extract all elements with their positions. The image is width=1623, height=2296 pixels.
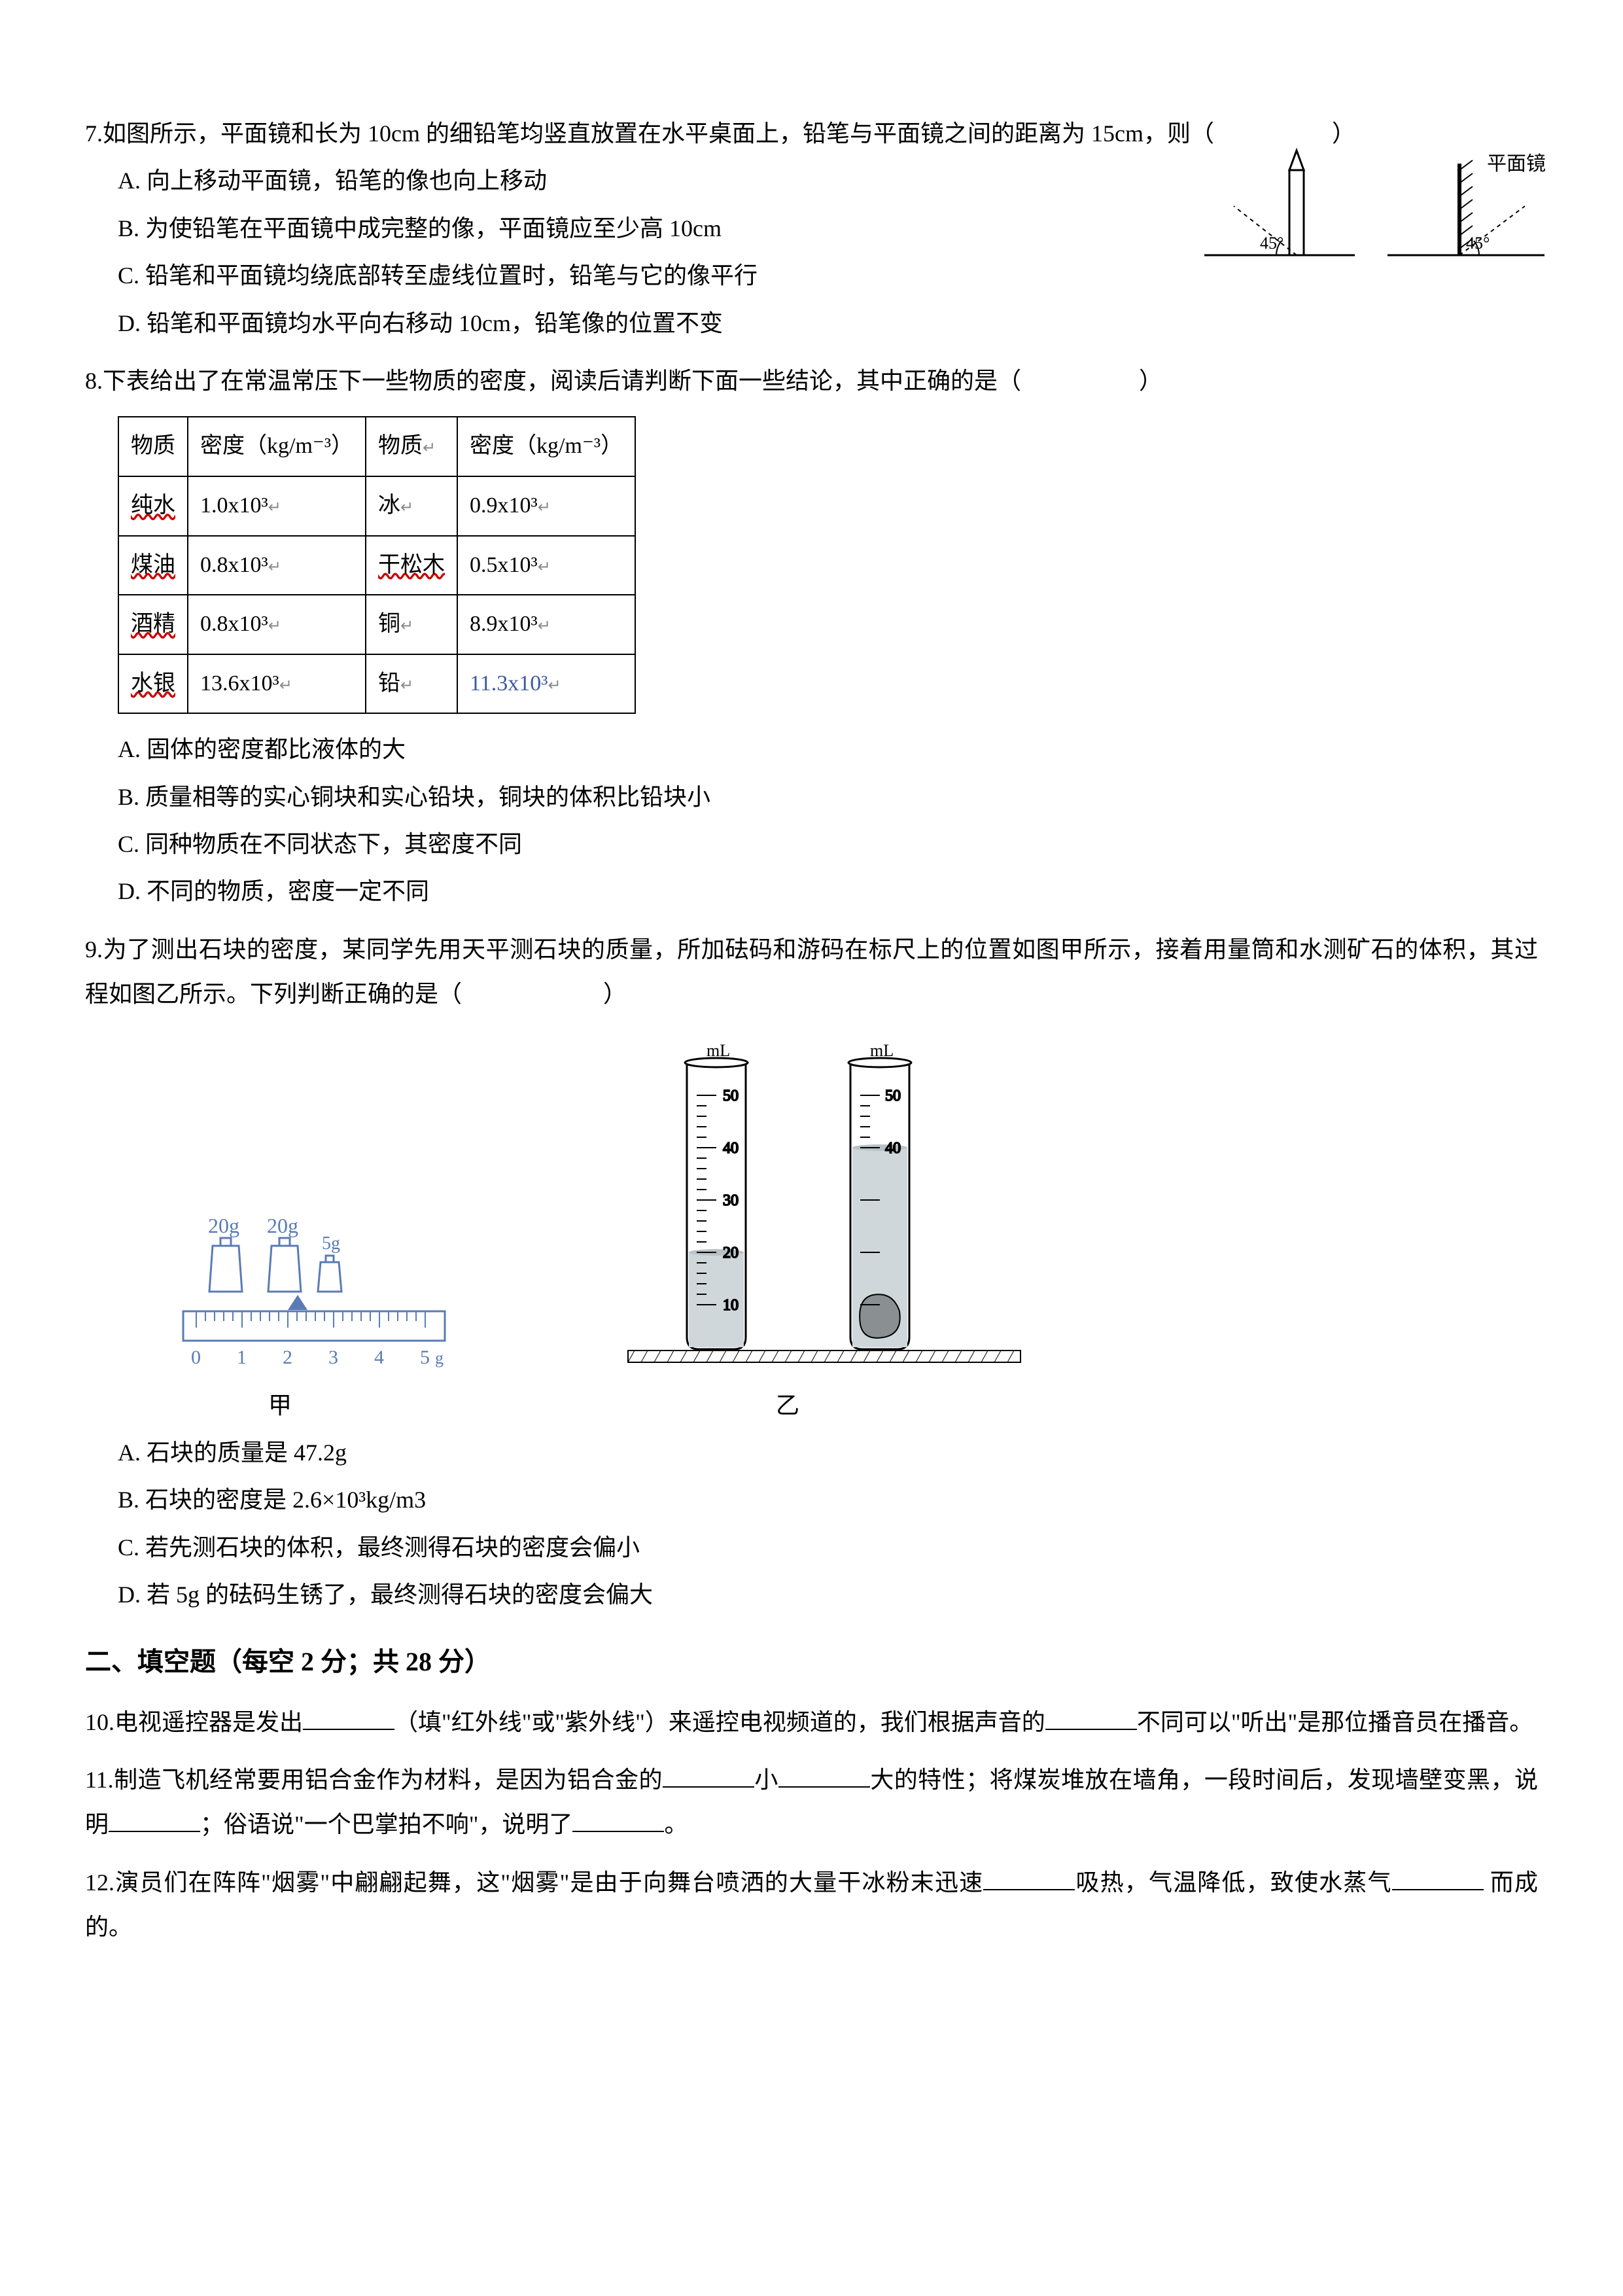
q9-stem: 9.为了测出石块的密度，某同学先用天平测石块的质量，所加砝码和游码在标尺上的位置… [85,927,1538,1017]
blank [1392,1864,1484,1890]
q8-opt-a: A. 固体的密度都比液体的大 [118,727,1538,771]
svg-text:5g: 5g [322,1233,340,1254]
q8-opt-b: B. 质量相等的实心铜块和实心铅块，铜块的体积比铅块小 [118,775,1538,819]
q10-p1: 电视遥控器是发出 [114,1709,303,1735]
question-11: 11.制造飞机经常要用铝合金作为材料，是因为铝合金的小大的特性；将煤炭堆放在墙角… [85,1757,1538,1847]
density-table: 物质 密度（kg/m⁻³） 物质↵ 密度（kg/m⁻³） 纯水 1.0x10³↵… [118,416,636,714]
question-8: 8.下表给出了在常温常压下一些物质的密度，阅读后请判断下面一些结论，其中正确的是… [85,359,1538,914]
q10-p2: （填"红外线"或"紫外线"）来遥控电视频道的，我们根据声音的 [394,1709,1045,1735]
q10-number: 10. [85,1709,114,1735]
q9-options: A. 石块的质量是 47.2g B. 石块的密度是 2.6×10³kg/m3 C… [85,1430,1538,1617]
r1c2: 1.0x10³↵ [188,476,366,536]
question-12: 12.演员们在阵阵"烟雾"中翩翩起舞，这"烟雾"是由于向舞台喷洒的大量干冰粉末迅… [85,1860,1538,1950]
r1c1: 纯水 [118,476,188,536]
blank [572,1807,664,1833]
q9-figures: 20g 20g 5g [85,1030,1538,1377]
svg-text:10: 10 [723,1297,739,1314]
q8-stem: 8.下表给出了在常温常压下一些物质的密度，阅读后请判断下面一些结论，其中正确的是… [85,359,1538,403]
blank [663,1761,754,1788]
r4c4: 11.3x10³↵ [457,654,635,714]
question-7: 7.如图所示，平面镜和长为 10cm 的细铅笔均竖直放置在水平桌面上，铅笔与平面… [85,111,1538,345]
svg-text:g: g [435,1349,444,1368]
question-9: 9.为了测出石块的密度，某同学先用天平测石块的质量，所加砝码和游码在标尺上的位置… [85,927,1538,1617]
blank [303,1704,394,1730]
svg-text:4: 4 [374,1347,384,1368]
svg-text:30: 30 [723,1192,739,1209]
r2c2: 0.8x10³↵ [188,536,366,595]
svg-text:20g: 20g [208,1214,239,1237]
q7-number: 7. [85,120,103,147]
q8-stem-text: 下表给出了在常温常压下一些物质的密度，阅读后请判断下面一些结论，其中正确的是（ … [103,368,1162,394]
svg-text:0: 0 [191,1347,201,1368]
q8-opt-d: D. 不同的物质，密度一定不同 [118,869,1538,913]
blank [983,1864,1075,1890]
q12-p2: 吸热，气温降低，致使水蒸气 [1075,1869,1391,1896]
balance-figure: 20g 20g 5g [177,1180,451,1377]
th-1: 物质 [118,417,188,476]
mirror-label: 平面镜 [1487,153,1546,175]
q7-stem-text: 如图所示，平面镜和长为 10cm 的细铅笔均竖直放置在水平桌面上，铅笔与平面镜之… [103,120,1355,147]
q9-stem-text: 为了测出石块的密度，某同学先用天平测石块的质量，所加砝码和游码在标尺上的位置如图… [85,936,1538,1007]
r2c1: 煤油 [118,536,188,595]
figure-labels: 甲 乙 [85,1383,1538,1428]
blank [109,1807,200,1833]
r4c3: 铅↵ [366,654,457,714]
q11-number: 11. [85,1767,114,1793]
q11-p4: ；俗语说"一个巴掌拍不响"，说明了 [200,1811,572,1837]
q11-p1: 制造飞机经常要用铝合金作为材料，是因为铝合金的 [114,1767,663,1793]
q7-diagram: 45° 平面镜 45° [1198,144,1551,275]
svg-text:2: 2 [283,1347,292,1368]
cylinders-figure: mL 50 40 30 20 10 [621,1036,1027,1377]
r2c3: 干松木 [366,536,457,595]
q8-opt-c: C. 同种物质在不同状态下，其密度不同 [118,822,1538,866]
q8-options: A. 固体的密度都比液体的大 B. 质量相等的实心铜块和实心铅块，铜块的体积比铅… [85,727,1538,914]
svg-text:20: 20 [723,1245,739,1262]
q8-number: 8. [85,368,103,394]
th-2: 密度（kg/m⁻³） [188,417,366,476]
q9-opt-d: D. 若 5g 的砝码生锈了，最终测得石块的密度会偏大 [118,1572,1538,1617]
q9-opt-b: B. 石块的密度是 2.6×10³kg/m3 [118,1477,1538,1522]
r4c2: 13.6x10³↵ [188,654,366,714]
svg-text:40: 40 [723,1140,739,1157]
q12-p1: 演员们在阵阵"烟雾"中翩翩起舞，这"烟雾"是由于向舞台喷洒的大量干冰粉末迅速 [114,1869,983,1896]
q7-opt-d: D. 铅笔和平面镜均水平向右移动 10cm，铅笔像的位置不变 [118,301,1538,345]
svg-text:50: 50 [885,1087,901,1104]
q10-p3: 不同可以"听出"是那位播音员在播音。 [1137,1709,1533,1735]
th-3: 物质↵ [366,417,457,476]
fig-label-left: 甲 [268,1383,292,1428]
svg-text:20g: 20g [267,1214,298,1237]
svg-text:mL: mL [707,1041,730,1060]
q9-opt-c: C. 若先测石块的体积，最终测得石块的密度会偏小 [118,1525,1538,1570]
r1c4: 0.9x10³↵ [457,476,635,536]
question-10: 10.电视遥控器是发出 （填"红外线"或"紫外线"）来遥控电视频道的，我们根据声音… [85,1700,1538,1744]
q12-number: 12. [85,1869,114,1896]
r4c1: 水银 [118,654,188,714]
svg-text:50: 50 [723,1087,739,1104]
r3c3: 铜↵ [366,595,457,654]
r3c2: 0.8x10³↵ [188,595,366,654]
svg-text:5: 5 [420,1347,430,1368]
svg-text:3: 3 [328,1347,338,1368]
svg-text:1: 1 [237,1347,247,1368]
r2c4: 0.5x10³↵ [457,536,635,595]
q11-p2: 小 [754,1767,778,1793]
r1c3: 冰↵ [366,476,457,536]
q9-number: 9. [85,936,103,963]
section-2-header: 二、填空题（每空 2 分；共 28 分） [85,1637,1538,1687]
fig-label-right: 乙 [776,1383,799,1428]
q11-p5: 。 [664,1811,688,1837]
blank [778,1761,870,1788]
r3c4: 8.9x10³↵ [457,595,635,654]
th-4: 密度（kg/m⁻³） [457,417,635,476]
blank [1045,1704,1137,1730]
svg-text:40: 40 [885,1140,901,1157]
svg-text:mL: mL [870,1041,894,1060]
r3c1: 酒精 [118,595,188,654]
q9-opt-a: A. 石块的质量是 47.2g [118,1430,1538,1475]
